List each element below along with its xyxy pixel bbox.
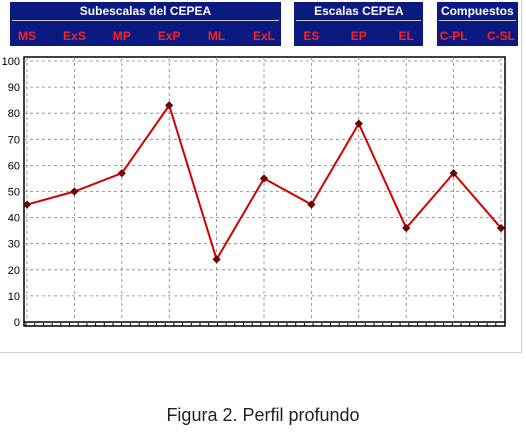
header-group: Escalas CEPEA ES EP EL xyxy=(294,2,424,46)
data-point xyxy=(496,223,506,233)
header-divider xyxy=(438,20,516,21)
data-point xyxy=(117,169,126,178)
header-group-title: Escalas CEPEA xyxy=(314,4,404,18)
category-label: ExL xyxy=(252,29,276,43)
category-label: ML xyxy=(207,29,226,43)
data-point xyxy=(165,101,174,110)
header-group: Compuestos C-PL C-SL xyxy=(436,2,518,46)
y-tick-label: 0 xyxy=(14,317,20,329)
y-tick-label: 70 xyxy=(8,134,20,146)
y-tick-label: 10 xyxy=(8,291,20,303)
category-label: C-SL xyxy=(486,29,515,43)
y-tick-label: 30 xyxy=(8,239,20,251)
category-label: ExS xyxy=(63,29,86,43)
header-divider xyxy=(296,20,422,21)
y-tick-label: 50 xyxy=(8,187,20,199)
category-label: EL xyxy=(398,29,414,43)
y-tick-label: 20 xyxy=(8,265,20,277)
category-label: ExP xyxy=(157,29,181,43)
header-group-title: Compuestos xyxy=(440,4,514,18)
y-tick-label: 60 xyxy=(8,160,20,172)
y-tick-label: 90 xyxy=(8,82,20,94)
figure-caption: Figura 2. Perfil profundo xyxy=(166,405,360,425)
data-point xyxy=(70,187,79,196)
data-point xyxy=(354,119,363,128)
header-group: Subescalas del CEPEA MS ExS MP ExP ML ExL xyxy=(10,2,281,46)
category-label: EP xyxy=(350,29,367,43)
category-label: MS xyxy=(18,29,36,43)
data-point xyxy=(259,174,269,183)
y-tick-label: 100 xyxy=(2,56,20,68)
data-point xyxy=(307,200,316,209)
data-point xyxy=(402,223,411,233)
header-group-title: Subescalas del CEPEA xyxy=(79,4,212,18)
category-label: MP xyxy=(112,29,131,43)
data-point xyxy=(449,169,458,178)
data-point xyxy=(212,255,221,264)
y-tick-label: 40 xyxy=(8,213,20,225)
header-divider xyxy=(12,20,279,21)
category-label: C-PL xyxy=(439,29,468,43)
category-label: ES xyxy=(303,29,320,43)
data-point xyxy=(22,200,32,209)
line-chart: 0 10 20 30 40 50 60 70 80 90 100 xyxy=(2,56,506,329)
y-tick-label: 80 xyxy=(8,108,20,120)
